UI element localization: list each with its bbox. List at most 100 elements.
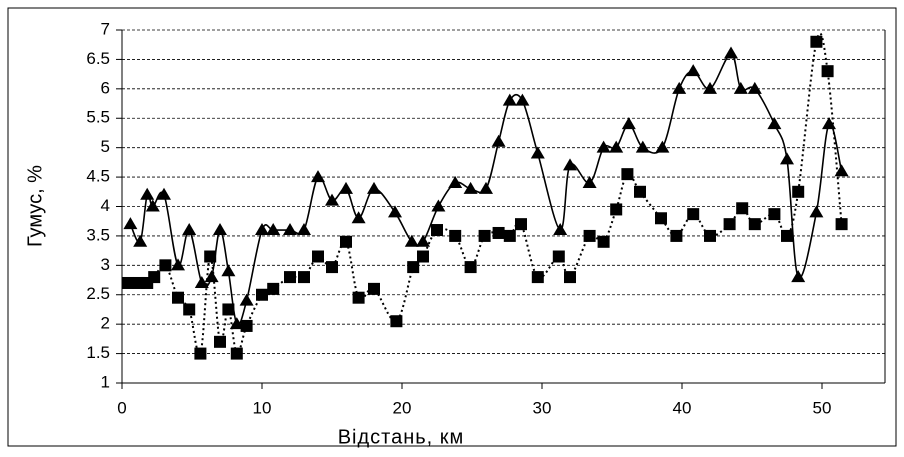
x-tick-label: 40 [673,398,692,417]
triangle-marker [491,134,506,147]
triangle-marker [221,264,236,277]
triangle-marker [621,117,636,130]
triangle-marker [123,217,138,230]
square-marker [159,259,172,272]
triangle-marker [239,293,254,306]
square-marker [478,229,491,242]
triangle-marker [479,181,493,194]
triangle-marker [448,175,463,188]
square-marker [768,208,781,221]
y-tick-label: 7 [101,19,110,38]
square-marker [340,235,352,248]
y-tick-label: 3.5 [86,225,110,244]
y-tick-label: 6.5 [86,49,110,68]
square-marker [449,229,462,242]
y-tick-label: 2 [101,314,110,333]
square-marker [417,250,429,263]
triangle-marker [266,223,281,236]
square-marker [368,282,380,295]
square-marker [810,35,823,48]
square-marker [704,229,716,242]
y-axis-label: Гумус, % [24,165,46,247]
square-marker [492,226,505,239]
triangle-marker [834,164,849,177]
triangle-marker [182,223,197,236]
triangle-marker [672,81,687,94]
square-marker [240,319,253,332]
square-marker [515,218,527,231]
triangle-marker [213,223,227,236]
y-tick-label: 3 [101,255,110,274]
square-marker [256,288,268,301]
y-tick-label: 4.5 [86,167,110,186]
x-tick-label: 50 [813,398,832,417]
square-marker [230,347,243,360]
triangle-marker [703,81,717,94]
triangle-marker [145,199,160,212]
triangle-marker [367,181,381,194]
triangle-marker [563,158,577,171]
y-tick-label: 1.5 [86,343,110,362]
square-marker [583,229,596,242]
triangle-marker [530,146,545,159]
triangle-marker [311,170,325,183]
square-marker [670,229,683,242]
triangle-marker [157,187,171,200]
x-tick-label: 20 [393,398,412,417]
square-marker [312,250,324,263]
square-marker [634,185,646,198]
square-marker [121,276,134,289]
square-marker [781,229,793,242]
triangle-marker [747,81,762,94]
triangle-marker [596,140,611,153]
x-axis-label: Відстань, км [338,426,465,448]
triangle-marker [791,270,806,283]
y-tick-label: 4 [101,196,110,215]
square-marker [503,229,516,242]
triangle-marker [463,181,478,194]
square-marker [655,212,667,225]
square-marker [183,303,196,316]
triangle-marker [515,93,530,106]
triangle-marker [582,175,597,188]
square-marker [464,261,477,274]
square-marker [552,250,565,263]
triangle-marker [325,193,339,206]
triangle-marker [809,205,824,218]
triangle-marker [283,223,297,236]
triangle-marker [553,223,568,236]
triangle-marker [733,81,748,94]
square-marker [204,250,217,263]
y-tick-label: 6 [101,78,110,97]
triangle-marker [724,46,738,59]
y-tick-label: 1 [101,372,110,391]
chart-frame [7,7,897,447]
triangle-marker [171,258,185,271]
triangle-marker [339,181,353,194]
square-marker [610,203,623,216]
x-tick-label: 10 [253,398,272,417]
square-marker [564,271,576,284]
square-marker [352,291,365,304]
triangle-marker [609,140,624,153]
square-marker [407,261,420,274]
square-marker [148,271,161,284]
triangle-marker [635,140,650,153]
triangle-marker [404,234,419,247]
square-marker [687,208,700,221]
square-marker [723,218,736,231]
triangle-marker [351,211,366,224]
triangle-marker [255,223,269,236]
square-marker [222,303,235,316]
triangle-marker [780,152,794,165]
triangle-marker [502,93,517,106]
square-marker [531,271,544,284]
triangle-marker [229,317,244,330]
triangle-marker [133,234,148,247]
square-marker [621,168,634,181]
triangle-marker [431,199,446,212]
triangle-marker [416,234,430,247]
square-marker [821,65,834,78]
triangle-marker [388,205,402,218]
